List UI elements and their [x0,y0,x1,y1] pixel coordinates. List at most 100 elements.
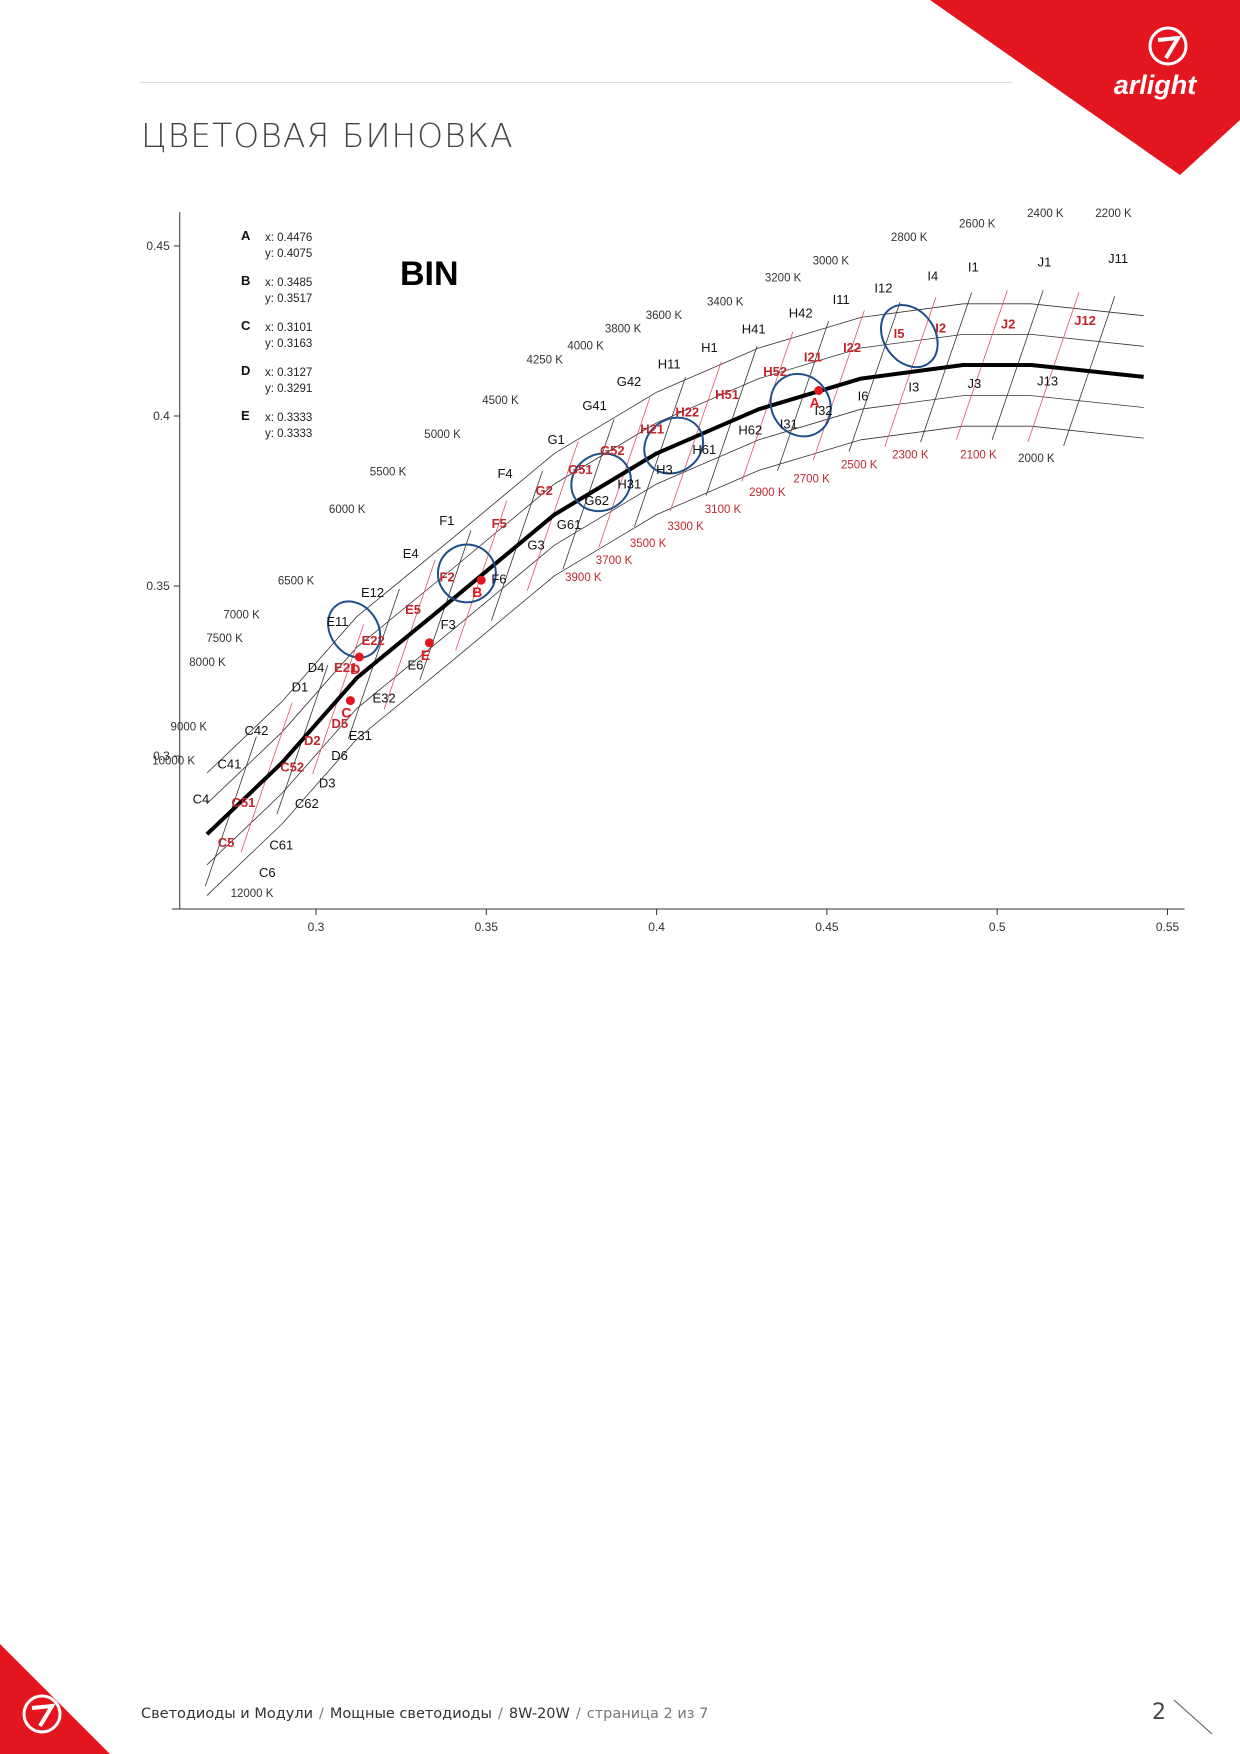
legend-x: x: 0.3101 [265,322,312,334]
bin-label: I6 [858,389,869,404]
bin-label: G52 [600,443,625,458]
cct-label: 2000 K [1018,453,1055,465]
legend-key: C [241,318,251,333]
bin-label: H42 [789,305,813,320]
breadcrumb: Светодиоды и Модули / Мощные светодиоды/8W… [141,1706,709,1722]
bin-label: F4 [497,466,512,481]
cct-label: 2100 K [960,450,997,462]
breadcrumb-item[interactable]: Светодиоды и Модули [141,1706,314,1722]
page-corner-line [1173,1699,1213,1735]
bin-band-line [206,333,1144,804]
bin-label: E22 [362,633,385,648]
cct-label: 3300 K [667,521,704,533]
cct-label: 3800 K [605,324,642,336]
macadam-ellipse [570,452,632,513]
bin-label: D1 [292,679,309,694]
bin-label: I5 [894,326,905,341]
bin-band-line [206,303,1144,774]
bin-label: J11 [1108,251,1128,266]
x-tick-label: 0.45 [815,920,839,934]
cct-label: 6500 K [278,575,315,587]
legend-key: E [241,408,250,423]
bin-label: H21 [640,422,664,437]
bin-label: G41 [582,398,607,413]
bin-label: D2 [304,733,321,748]
bin-label: H52 [763,364,787,379]
legend-y: y: 0.3517 [265,293,312,305]
cct-label: 2900 K [749,487,786,499]
bin-label: H3 [656,462,673,477]
x-tick-label: 0.35 [475,920,499,934]
macadam-ellipse [643,416,704,475]
cct-label: 2800 K [891,232,928,244]
white-point-marker [476,575,486,585]
planckian-locus [205,363,1144,836]
bin-label: I3 [908,380,919,395]
cct-label: 4500 K [482,395,519,407]
bin-label: E5 [405,602,421,617]
bin-label: C61 [269,838,293,853]
breadcrumb-item[interactable]: Мощные светодиоды [329,1706,492,1722]
y-tick-label: 0.4 [153,409,170,423]
bin-label: I4 [927,269,938,284]
x-tick-label: 0.5 [989,920,1006,934]
legend-y: y: 0.3163 [265,338,312,350]
header-rule [140,82,1012,83]
macadam-ellipse [880,304,939,369]
cct-label: 5500 K [370,467,407,479]
cct-label: 2400 K [1027,208,1064,220]
cct-label: 7500 K [206,633,243,645]
cct-label: 12000 K [231,888,274,900]
bin-label: F1 [439,513,454,528]
bin-label: C52 [280,759,304,774]
x-tick-label: 0.55 [1156,920,1180,934]
bin-label: F2 [440,570,455,585]
cct-label: 7000 K [223,609,260,621]
bin-label: C6 [259,865,276,880]
breadcrumb-item[interactable]: 8W-20W [508,1706,570,1722]
point-label: A [810,395,820,411]
bin-chart: 0.3 0.35 0.4 0.45 0.5 0.55 0.3 0.35 0.4 0.45 12000… [146,208,1185,934]
legend-x: x: 0.3485 [265,277,312,289]
bin-label: H11 [658,356,681,371]
bin-label: D4 [308,660,325,675]
bin-label: G3 [527,537,544,552]
bin-label: I12 [874,281,892,296]
bin-label: I32 [814,403,832,418]
x-tick-label: 0.3 [308,920,325,934]
cct-label: 2200 K [1095,208,1132,220]
cct-label: 10000 K [152,756,195,768]
bin-band-line [206,425,1144,896]
bin-label: I11 [833,292,850,307]
cct-label: 3200 K [765,273,802,285]
bin-label: C42 [244,723,268,738]
cct-label: 2600 K [959,218,996,230]
legend-y: y: 0.3291 [265,383,312,395]
bin-label: H51 [715,387,739,402]
legend-key: D [241,363,250,378]
cct-label: 9000 K [171,722,208,734]
cct-label: 3700 K [596,555,633,567]
bin-label: D5 [332,716,349,731]
bin-label: C62 [295,796,319,811]
page-number: 2 [1152,1700,1166,1725]
cct-label: 2500 K [841,460,878,472]
white-point-marker [424,638,434,648]
arlight-logo-text: arlight [1114,70,1198,100]
cct-label: 3500 K [630,538,667,550]
cct-label: 4000 K [567,341,604,353]
cct-label: 5000 K [424,429,461,441]
white-point-marker [345,696,355,706]
legend-y: y: 0.3333 [265,428,312,440]
brand-corner-bottom [0,1644,110,1754]
bin-label: E32 [373,691,396,706]
cct-label: 4250 K [526,354,563,366]
brand-corner: arlight [930,0,1240,175]
chart-title: BIN [400,255,459,293]
bin-label: G62 [584,493,609,508]
bin-label: F5 [492,516,507,531]
bin-label: E6 [408,657,424,672]
macadam-ellipse [327,600,382,659]
bin-label: G2 [536,483,553,498]
bin-label: C5 [218,835,235,850]
